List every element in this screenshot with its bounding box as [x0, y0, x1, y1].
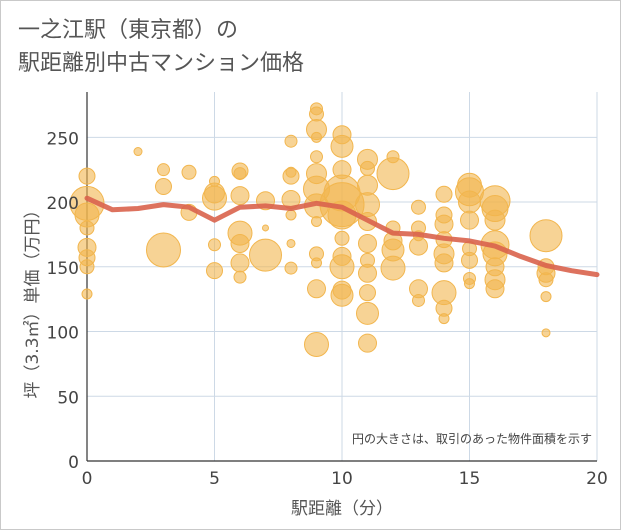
bubble-point	[464, 278, 475, 290]
bubble-point	[538, 272, 554, 288]
bubble-point	[133, 147, 143, 157]
x-tick-label: 5	[209, 469, 220, 489]
bubble-point	[230, 186, 250, 206]
tick-labels: 0 50 100 150 200 250 0 5 10 15 20	[47, 129, 608, 489]
bubble-point	[330, 283, 354, 307]
bubble-point	[77, 237, 97, 257]
bubble-point	[334, 230, 350, 246]
bubble-point	[230, 233, 250, 253]
size-annotation: 円の大きさは、取引のあった物件面積を示す	[352, 431, 592, 446]
bubble-point	[309, 106, 324, 122]
bubble-point	[485, 279, 505, 299]
y-tick-label: 50	[57, 388, 79, 408]
bubble-point	[356, 301, 379, 325]
bubble-point	[434, 253, 454, 273]
y-tick-label: 100	[47, 324, 79, 344]
y-tick-label: 200	[47, 194, 79, 214]
bubble-point	[461, 251, 478, 269]
bubble-point	[311, 257, 322, 269]
bubble-point	[202, 185, 227, 211]
y-tick-label: 150	[47, 259, 79, 279]
bubble-point	[208, 238, 221, 252]
bubble-point	[282, 167, 300, 185]
bubble-point	[359, 284, 376, 302]
y-axis-label: 坪（3.3㎡）単価（万円）	[23, 201, 43, 398]
bubble-point	[311, 131, 322, 143]
bubble-point	[249, 238, 282, 272]
bubble-point	[360, 160, 375, 176]
x-axis-label: 駅距離（分）	[291, 499, 393, 519]
bubble-point	[233, 167, 247, 181]
x-tick-label: 20	[586, 469, 608, 489]
bubble-point	[330, 134, 354, 158]
bubble-point	[329, 254, 355, 280]
bubble-point	[438, 313, 450, 325]
bubble-point	[376, 157, 410, 191]
bubble-point	[311, 215, 322, 227]
bubble-point	[358, 263, 377, 283]
axes	[86, 92, 597, 462]
bubble-point	[310, 150, 323, 164]
bubble-point	[284, 134, 298, 148]
trend-line-layer	[84, 195, 600, 278]
y-tick-label: 250	[47, 129, 79, 149]
bubble-point	[307, 279, 326, 299]
bubble-point	[81, 288, 93, 300]
bubble-point	[540, 291, 552, 303]
bubble-point	[206, 262, 223, 280]
bubble-point	[358, 233, 377, 253]
bubble-point	[380, 255, 406, 281]
x-tick-label: 0	[82, 469, 93, 489]
bubble-point	[304, 331, 329, 357]
bubble-point	[146, 232, 181, 268]
bubble-point	[286, 238, 296, 248]
bubble-point	[78, 167, 96, 185]
bubble-point	[284, 261, 298, 275]
bubble-point	[181, 164, 197, 180]
bubble-point	[435, 185, 453, 203]
bubble-point	[412, 293, 425, 307]
bubble-point	[458, 190, 481, 214]
y-tick-label: 0	[68, 453, 79, 473]
bubble-point	[358, 333, 377, 353]
bubble-point	[262, 224, 269, 232]
bubble-point	[233, 270, 247, 284]
bubble-point	[285, 209, 297, 221]
chart-title-line-2: 駅距離別中古マンション価格	[18, 51, 305, 76]
bubble-point	[157, 163, 170, 177]
chart-title: 一之江駅（東京都）の 駅距離別中古マンション価格	[18, 14, 304, 80]
bubble-point	[155, 178, 172, 196]
bubble-point	[484, 209, 506, 231]
chart-title-line-1: 一之江駅（東京都）の	[18, 18, 239, 43]
bubble-point	[411, 199, 426, 215]
x-tick-label: 10	[331, 469, 353, 489]
bubble-point	[409, 236, 428, 256]
bubble-point	[541, 328, 551, 338]
bubble-point	[230, 253, 250, 273]
bubble-point	[460, 210, 479, 230]
trend-line	[84, 195, 600, 278]
x-tick-label: 15	[459, 469, 481, 489]
bubble-point	[529, 219, 563, 253]
bubble-point	[434, 214, 454, 234]
